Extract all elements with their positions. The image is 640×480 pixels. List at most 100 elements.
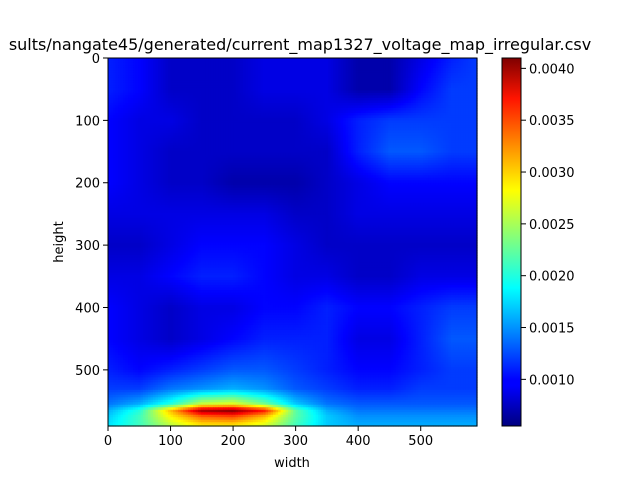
heatmap-cell	[400, 77, 404, 82]
heatmap-cell	[410, 77, 414, 82]
heatmap-cell	[280, 115, 284, 119]
heatmap-cell	[180, 97, 184, 102]
heatmap-cell	[138, 127, 142, 131]
heatmap-cell	[353, 77, 357, 82]
heatmap-cell	[353, 102, 357, 106]
heatmap-cell	[305, 112, 309, 116]
heatmap-cell	[310, 92, 314, 97]
heatmap-cell	[345, 85, 349, 89]
heatmap-cell	[208, 80, 212, 84]
heatmap-cell	[463, 85, 467, 89]
heatmap-cell	[430, 127, 434, 131]
heatmap-cell	[465, 80, 469, 84]
heatmap-cell	[398, 117, 402, 121]
heatmap-cell	[120, 115, 124, 119]
heatmap-cell	[405, 75, 409, 79]
heatmap-cell	[115, 72, 119, 77]
heatmap-cell	[470, 58, 474, 62]
heatmap-cell	[310, 107, 314, 111]
heatmap-cell	[205, 75, 209, 79]
heatmap-cell	[135, 95, 139, 99]
heatmap-cell	[220, 102, 224, 106]
heatmap-cell	[445, 130, 449, 134]
heatmap-cell	[378, 105, 382, 109]
heatmap-cell	[223, 102, 227, 106]
heatmap-cell	[178, 110, 182, 114]
heatmap-cell	[258, 87, 262, 92]
heatmap-cell	[258, 132, 262, 136]
heatmap-cell	[313, 105, 317, 109]
heatmap-cell	[235, 77, 239, 82]
heatmap-cell	[455, 112, 459, 116]
heatmap-cell	[135, 58, 139, 62]
heatmap-cell	[400, 90, 404, 94]
heatmap-cell	[430, 130, 434, 134]
heatmap-cell	[258, 115, 262, 119]
heatmap-cell	[148, 112, 152, 116]
heatmap-cell	[468, 60, 472, 64]
heatmap-cell	[358, 62, 362, 67]
heatmap-cell	[258, 75, 262, 79]
heatmap-cell	[118, 97, 122, 102]
heatmap-cell	[140, 90, 144, 94]
heatmap-cell	[240, 87, 244, 92]
heatmap-cell	[185, 130, 189, 134]
heatmap-cell	[420, 107, 424, 111]
heatmap-cell	[298, 127, 302, 131]
heatmap-cell	[380, 85, 384, 89]
heatmap-cell	[265, 77, 269, 82]
heatmap-cell	[125, 92, 129, 97]
heatmap-cell	[185, 132, 189, 136]
heatmap-cell	[193, 82, 197, 87]
heatmap-cell	[148, 125, 152, 129]
heatmap-cell	[260, 82, 264, 87]
heatmap-cell	[438, 58, 442, 62]
heatmap-cell	[445, 127, 449, 131]
heatmap-cell	[343, 117, 347, 121]
heatmap-cell	[355, 115, 359, 119]
heatmap-cell	[293, 97, 297, 102]
heatmap-cell	[143, 75, 147, 79]
heatmap-cell	[140, 100, 144, 104]
heatmap-cell	[465, 127, 469, 131]
heatmap-cell	[308, 110, 312, 114]
heatmap-cell	[138, 115, 142, 119]
heatmap-cell	[365, 77, 369, 82]
heatmap-cell	[423, 95, 427, 99]
heatmap-cell	[295, 82, 299, 87]
heatmap-cell	[470, 82, 474, 87]
heatmap-cell	[363, 77, 367, 82]
heatmap-cell	[195, 120, 199, 124]
heatmap-cell	[205, 110, 209, 114]
heatmap-cell	[248, 75, 252, 79]
heatmap-cell	[145, 97, 149, 102]
heatmap-cell	[118, 125, 122, 129]
heatmap-cell	[388, 110, 392, 114]
heatmap-cell	[113, 125, 117, 129]
heatmap-cell	[308, 132, 312, 136]
heatmap-cell	[303, 127, 307, 131]
heatmap-cell	[270, 70, 274, 74]
heatmap-cell	[400, 67, 404, 72]
heatmap-cell	[295, 125, 299, 129]
heatmap-cell	[195, 62, 199, 67]
heatmap-cell	[263, 102, 267, 106]
heatmap-cell	[453, 58, 457, 62]
heatmap-cell	[368, 87, 372, 92]
heatmap-cell	[378, 117, 382, 121]
heatmap-cell	[153, 77, 157, 82]
heatmap-cell	[265, 70, 269, 74]
heatmap-cell	[353, 90, 357, 94]
heatmap-cell	[325, 100, 329, 104]
heatmap-cell	[285, 92, 289, 97]
heatmap-cell	[175, 58, 179, 62]
heatmap-cell	[378, 58, 382, 62]
heatmap-cell	[413, 115, 417, 119]
heatmap-cell	[290, 67, 294, 72]
heatmap-cell	[268, 92, 272, 97]
heatmap-cell	[410, 82, 414, 87]
heatmap-cell	[353, 100, 357, 104]
heatmap-cell	[420, 80, 424, 84]
heatmap-cell	[128, 97, 132, 102]
heatmap-cell	[120, 60, 124, 64]
